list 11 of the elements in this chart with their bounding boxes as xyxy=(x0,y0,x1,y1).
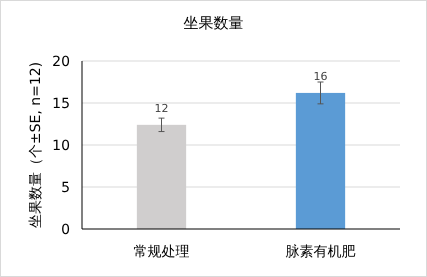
chart-title: 坐果数量 xyxy=(184,14,244,32)
y-tick-label: 10 xyxy=(52,138,70,154)
data-label: 12 xyxy=(154,102,168,115)
y-axis-title: 坐果数量（个±SE, n=12) xyxy=(28,62,44,228)
x-tick-label: 常规处理 xyxy=(134,244,190,260)
y-tick-label: 15 xyxy=(52,96,70,112)
x-tick-label: 脉素有机肥 xyxy=(286,244,356,260)
y-tick-label: 5 xyxy=(61,180,70,196)
data-label: 16 xyxy=(314,70,328,83)
y-tick-label: 0 xyxy=(61,222,70,238)
y-tick-label: 20 xyxy=(52,54,70,70)
